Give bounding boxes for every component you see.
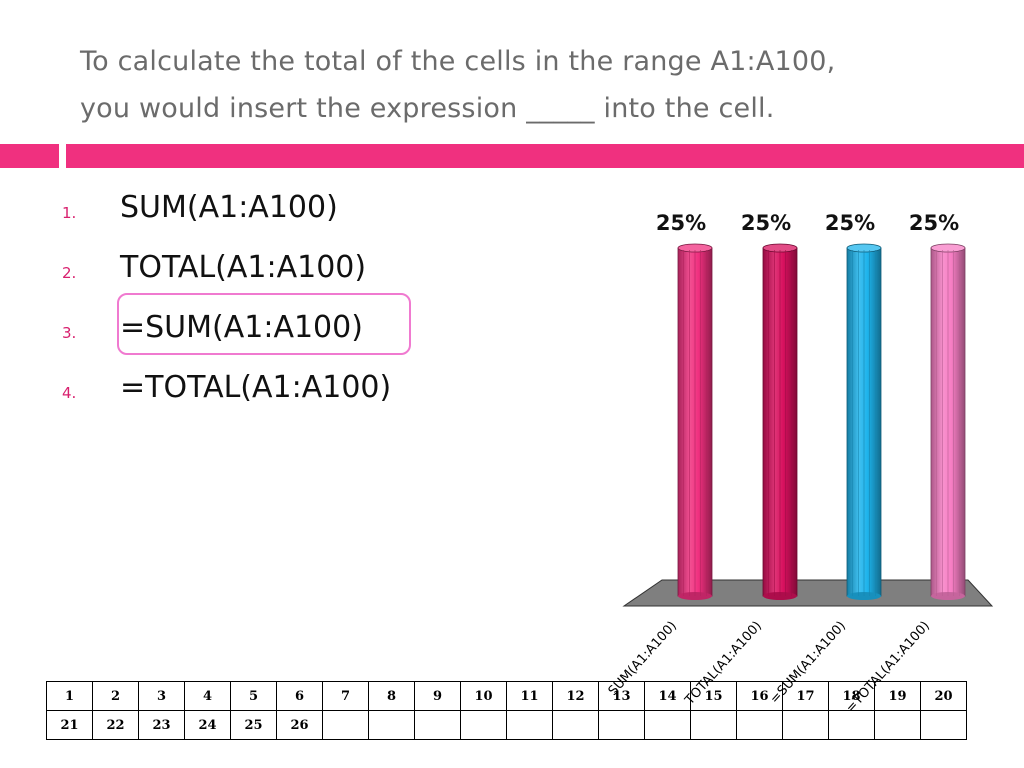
grid-cell bbox=[322, 710, 369, 740]
grid-cell bbox=[874, 710, 921, 740]
grid-cell: 24 bbox=[184, 710, 231, 740]
grid-cell: 20 bbox=[920, 681, 967, 711]
grid-cell bbox=[690, 710, 737, 740]
chart-data-label: 25% bbox=[656, 211, 706, 235]
slide-title: To calculate the total of the cells in t… bbox=[80, 38, 980, 132]
accent-bar-right bbox=[66, 144, 1024, 168]
grid-cell: 15 bbox=[690, 681, 737, 711]
correct-answer-highlight bbox=[117, 293, 411, 355]
grid-cell bbox=[460, 710, 507, 740]
title-line-2: you would insert the expression _____ in… bbox=[80, 93, 775, 124]
grid-cell: 19 bbox=[874, 681, 921, 711]
grid-cell: 18 bbox=[828, 681, 875, 711]
grid-cell bbox=[782, 710, 829, 740]
grid-cell: 1 bbox=[46, 681, 93, 711]
response-grid: 1 2 3 4 5 6 7 8 9 10 11 12 13 14 15 16 17 18 19 20 21 22 23 24 2… bbox=[46, 681, 967, 740]
grid-row: 1 2 3 4 5 6 7 8 9 10 11 12 13 14 15 16 17 18 19 20 bbox=[46, 681, 967, 711]
option-text: =SUM(A1:A100) bbox=[120, 310, 363, 345]
grid-cell bbox=[828, 710, 875, 740]
grid-cell: 17 bbox=[782, 681, 829, 711]
chart-data-label: 25% bbox=[909, 211, 959, 235]
grid-cell: 3 bbox=[138, 681, 185, 711]
grid-cell: 13 bbox=[598, 681, 645, 711]
grid-cell: 25 bbox=[230, 710, 277, 740]
grid-cell: 23 bbox=[138, 710, 185, 740]
grid-cell bbox=[920, 710, 967, 740]
grid-cell: 22 bbox=[92, 710, 139, 740]
option-text: =TOTAL(A1:A100) bbox=[120, 370, 392, 405]
accent-bar-left bbox=[0, 144, 59, 168]
grid-cell bbox=[414, 710, 461, 740]
grid-cell: 12 bbox=[552, 681, 599, 711]
grid-row: 21 22 23 24 25 26 bbox=[46, 710, 967, 740]
grid-cell: 16 bbox=[736, 681, 783, 711]
grid-cell bbox=[552, 710, 599, 740]
grid-cell bbox=[598, 710, 645, 740]
option-text: SUM(A1:A100) bbox=[120, 190, 338, 225]
grid-cell: 8 bbox=[368, 681, 415, 711]
grid-cell: 6 bbox=[276, 681, 323, 711]
chart-data-label: 25% bbox=[825, 211, 875, 235]
grid-cell: 11 bbox=[506, 681, 553, 711]
option-number: 2. bbox=[62, 264, 77, 282]
grid-cell: 21 bbox=[46, 710, 93, 740]
grid-cell: 5 bbox=[230, 681, 277, 711]
grid-cell bbox=[644, 710, 691, 740]
grid-cell bbox=[736, 710, 783, 740]
option-number: 3. bbox=[62, 324, 77, 342]
option-number: 1. bbox=[62, 204, 77, 222]
chart-svg: 25%SUM(A1:A100)25%TOTAL(A1:A100)25%=SUM(… bbox=[606, 211, 994, 716]
option-number: 4. bbox=[62, 384, 77, 402]
response-chart: 25% SUM(A1:A100) 25% TOTAL(A1:A100) 25% =SUM(… bbox=[600, 190, 1024, 730]
grid-cell: 14 bbox=[644, 681, 691, 711]
grid-cell: 26 bbox=[276, 710, 323, 740]
grid-cell: 7 bbox=[322, 681, 369, 711]
chart-data-label: 25% bbox=[741, 211, 791, 235]
grid-cell: 4 bbox=[184, 681, 231, 711]
grid-cell bbox=[506, 710, 553, 740]
option-text: TOTAL(A1:A100) bbox=[120, 250, 367, 285]
grid-cell: 9 bbox=[414, 681, 461, 711]
title-line-1: To calculate the total of the cells in t… bbox=[80, 46, 836, 77]
grid-cell bbox=[368, 710, 415, 740]
grid-cell: 10 bbox=[460, 681, 507, 711]
grid-cell: 2 bbox=[92, 681, 139, 711]
